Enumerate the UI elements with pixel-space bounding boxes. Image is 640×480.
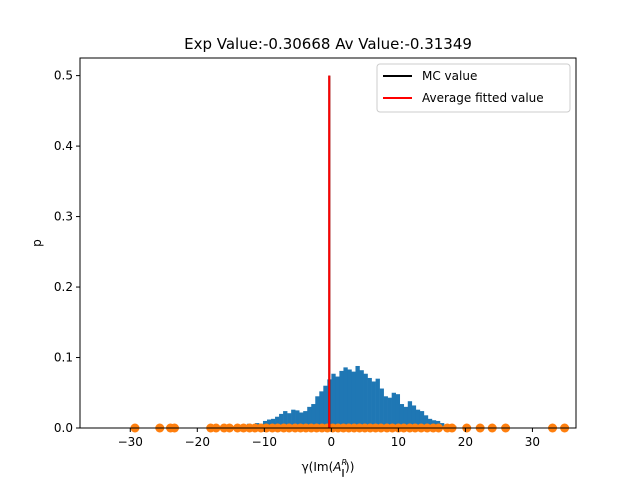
histogram-bar	[367, 377, 372, 428]
x-tick-label: 30	[525, 435, 540, 449]
y-tick-label: 0.5	[54, 69, 73, 83]
histogram-bar	[351, 371, 356, 428]
histogram-bar	[423, 415, 429, 428]
x-axis-ticks: −30 −20 −10 0 10 20 30	[118, 428, 540, 449]
histogram-bar	[387, 397, 392, 428]
histogram-bar	[279, 413, 284, 428]
legend: MC value Average fitted value	[376, 63, 571, 113]
histogram-bar	[291, 409, 296, 428]
y-axis-label: p	[30, 239, 44, 247]
y-tick-label: 0.3	[54, 210, 73, 224]
histogram-bar	[399, 404, 405, 428]
histogram-bar	[267, 419, 272, 428]
x-tick-label: −30	[118, 435, 143, 449]
histogram-bar	[295, 410, 300, 428]
histogram-bar	[323, 385, 328, 428]
histogram-bar	[311, 404, 316, 428]
histogram-bar	[379, 388, 384, 428]
histogram-bar	[419, 411, 425, 428]
histogram-bar	[427, 418, 433, 428]
histogram-bar	[299, 412, 304, 428]
y-tick-label: 0.1	[54, 351, 73, 365]
histogram-bar	[415, 409, 421, 428]
histogram-bar	[355, 365, 360, 428]
histogram-bar	[319, 391, 324, 428]
histogram-bar	[411, 405, 417, 428]
legend-label-average-fitted-value: Average fitted value	[422, 91, 544, 105]
histogram-bar	[307, 406, 312, 428]
x-tick-label: −20	[185, 435, 210, 449]
y-tick-label: 0.0	[54, 421, 73, 435]
chart-title: Exp Value:-0.30668 Av Value:-0.31349	[184, 35, 472, 53]
y-tick-label: 0.4	[54, 139, 73, 153]
histogram-bar	[407, 401, 413, 428]
histogram-bar	[271, 418, 276, 428]
x-tick-label: 0	[328, 435, 336, 449]
x-tick-label: 20	[458, 435, 473, 449]
histogram-bar	[335, 376, 340, 428]
histogram-bar	[403, 406, 409, 428]
y-axis-ticks: 0.0 0.1 0.2 0.3 0.4 0.5	[54, 69, 80, 435]
histogram-bar	[283, 411, 288, 428]
histogram-bar	[339, 370, 344, 428]
histogram-bar	[275, 416, 280, 428]
histogram-bar	[343, 367, 348, 428]
histogram-bar	[375, 378, 380, 428]
legend-label-mc-value: MC value	[422, 69, 477, 83]
histogram-bar	[363, 373, 368, 428]
histogram-bar	[347, 369, 352, 428]
plot-area	[130, 75, 570, 433]
histogram-bar	[303, 411, 308, 428]
axes-frame	[79, 57, 577, 429]
histogram-bar	[395, 394, 401, 428]
histogram-bar	[315, 396, 320, 428]
histogram-bar	[287, 413, 292, 428]
histogram-bar	[331, 373, 336, 428]
histogram-bar	[391, 392, 396, 428]
histogram-bar	[383, 396, 388, 428]
x-tick-label: 10	[391, 435, 406, 449]
x-axis-label: γ(Im(AR ∥))	[302, 458, 355, 477]
histogram-bar	[359, 370, 364, 428]
legend-box	[376, 63, 571, 113]
x-tick-label: −10	[252, 435, 277, 449]
histogram-bar	[371, 381, 376, 428]
y-tick-label: 0.2	[54, 280, 73, 294]
